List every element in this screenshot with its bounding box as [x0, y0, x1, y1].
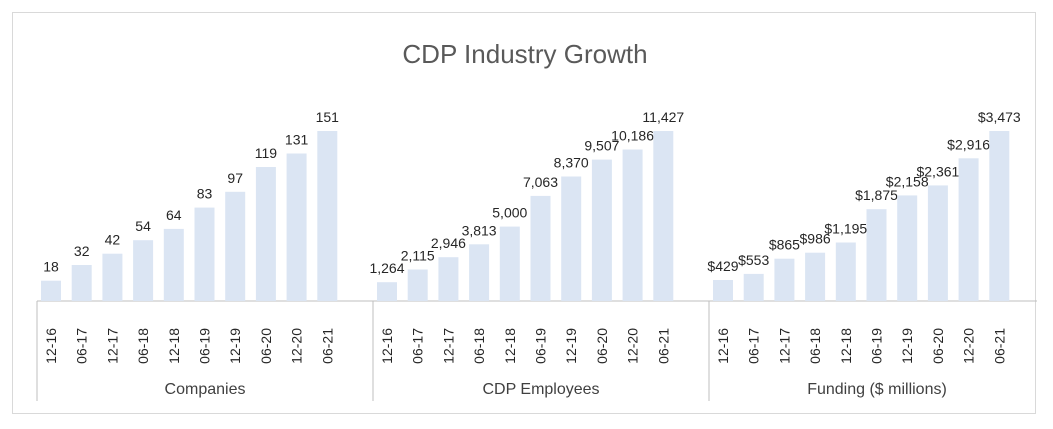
bar: [743, 273, 764, 301]
bar: [897, 195, 918, 301]
data-label: $1,195: [824, 221, 867, 237]
bar: [194, 207, 215, 301]
data-label: $2,361: [916, 163, 959, 179]
x-tick-label: 06-20: [258, 328, 274, 364]
bar: [653, 131, 674, 301]
bar: [713, 280, 733, 301]
data-label: $3,473: [978, 109, 1021, 125]
data-label: 64: [166, 207, 182, 223]
bar: [622, 149, 643, 301]
bar: [41, 280, 61, 301]
bar: [805, 252, 826, 301]
x-tick-label: 06-19: [533, 328, 549, 364]
x-tick-label: 06-18: [807, 328, 823, 364]
group-label: Funding ($ millions): [807, 381, 947, 398]
data-label: 5,000: [492, 205, 527, 221]
x-tick-label: 12-20: [289, 328, 305, 364]
data-label: 11,427: [642, 109, 684, 125]
bar: [469, 244, 490, 301]
bar: [133, 240, 154, 301]
data-label: $553: [738, 252, 769, 268]
x-tick-label: 06-20: [594, 328, 610, 364]
chart-svg: CDP Industry Growth 18 12-16 32 06-17 42 12-1…: [36, 39, 1037, 401]
data-label: 42: [105, 232, 121, 248]
x-tick-label: 06-18: [471, 328, 487, 364]
data-label: 2,946: [431, 235, 466, 251]
data-label: 2,115: [401, 248, 435, 264]
bar: [407, 269, 428, 301]
data-label: 7,063: [523, 174, 558, 190]
group-label: Companies: [165, 381, 246, 398]
x-tick-label: 06-19: [869, 328, 885, 364]
data-label: $1,875: [855, 187, 898, 203]
bar: [286, 153, 307, 301]
data-label: 119: [255, 145, 278, 161]
bar: [317, 131, 338, 301]
bar: [561, 176, 582, 301]
data-label: 18: [43, 259, 59, 275]
chart-frame: CDP Industry Growth 18 12-16 32 06-17 42 12-1…: [12, 12, 1037, 414]
bar: [927, 185, 948, 301]
x-tick-label: 12-20: [625, 328, 641, 364]
x-tick-label: 06-17: [74, 328, 90, 364]
bar: [835, 242, 856, 301]
data-label: 1,264: [369, 260, 404, 276]
bar: [989, 131, 1010, 301]
data-label: 97: [227, 170, 243, 186]
x-tick-label: 06-18: [135, 328, 151, 364]
data-label: 151: [316, 109, 340, 125]
bar: [377, 282, 397, 301]
bar: [774, 258, 795, 301]
x-tick-label: 06-21: [319, 328, 335, 364]
bar: [530, 195, 551, 301]
x-tick-label: 12-16: [43, 328, 59, 364]
x-tick-label: 12-16: [379, 328, 395, 364]
x-tick-label: 12-17: [440, 328, 456, 364]
x-tick-label: 06-17: [410, 328, 426, 364]
x-tick-label: 12-19: [563, 328, 579, 364]
x-tick-label: 12-16: [715, 328, 731, 364]
data-label: 54: [135, 218, 151, 234]
bar: [163, 228, 184, 301]
bar: [102, 253, 123, 301]
data-label: 9,507: [584, 138, 619, 154]
data-label: 3,813: [462, 222, 497, 238]
data-label: 32: [74, 243, 90, 259]
data-label: 8,370: [554, 155, 589, 171]
x-tick-label: 12-18: [502, 328, 518, 364]
bar: [499, 226, 520, 301]
x-tick-label: 06-21: [991, 328, 1007, 364]
bar: [866, 209, 887, 301]
group-label: CDP Employees: [482, 381, 599, 398]
bar: [591, 159, 612, 301]
data-label: 131: [285, 132, 309, 148]
data-label: $986: [800, 231, 831, 247]
x-tick-label: 12-19: [899, 328, 915, 364]
data-label: $429: [707, 258, 738, 274]
bar: [225, 191, 246, 301]
data-label: $865: [769, 237, 800, 253]
x-tick-label: 12-17: [776, 328, 792, 364]
x-tick-label: 12-17: [104, 328, 120, 364]
data-label: 10,186: [611, 128, 654, 144]
x-tick-label: 12-18: [166, 328, 182, 364]
x-tick-label: 06-21: [655, 328, 671, 364]
bar: [255, 167, 276, 301]
data-label: $2,916: [947, 136, 990, 152]
x-tick-label: 06-19: [197, 328, 213, 364]
bar: [438, 257, 459, 301]
x-tick-label: 12-19: [227, 328, 243, 364]
x-tick-label: 06-17: [746, 328, 762, 364]
data-label: $2,158: [886, 173, 929, 189]
bar: [71, 265, 92, 301]
x-tick-label: 12-18: [838, 328, 854, 364]
x-tick-label: 12-20: [961, 328, 977, 364]
x-tick-label: 06-20: [930, 328, 946, 364]
data-label: 83: [197, 186, 213, 202]
bar: [958, 158, 979, 301]
chart-title: CDP Industry Growth: [402, 39, 647, 69]
